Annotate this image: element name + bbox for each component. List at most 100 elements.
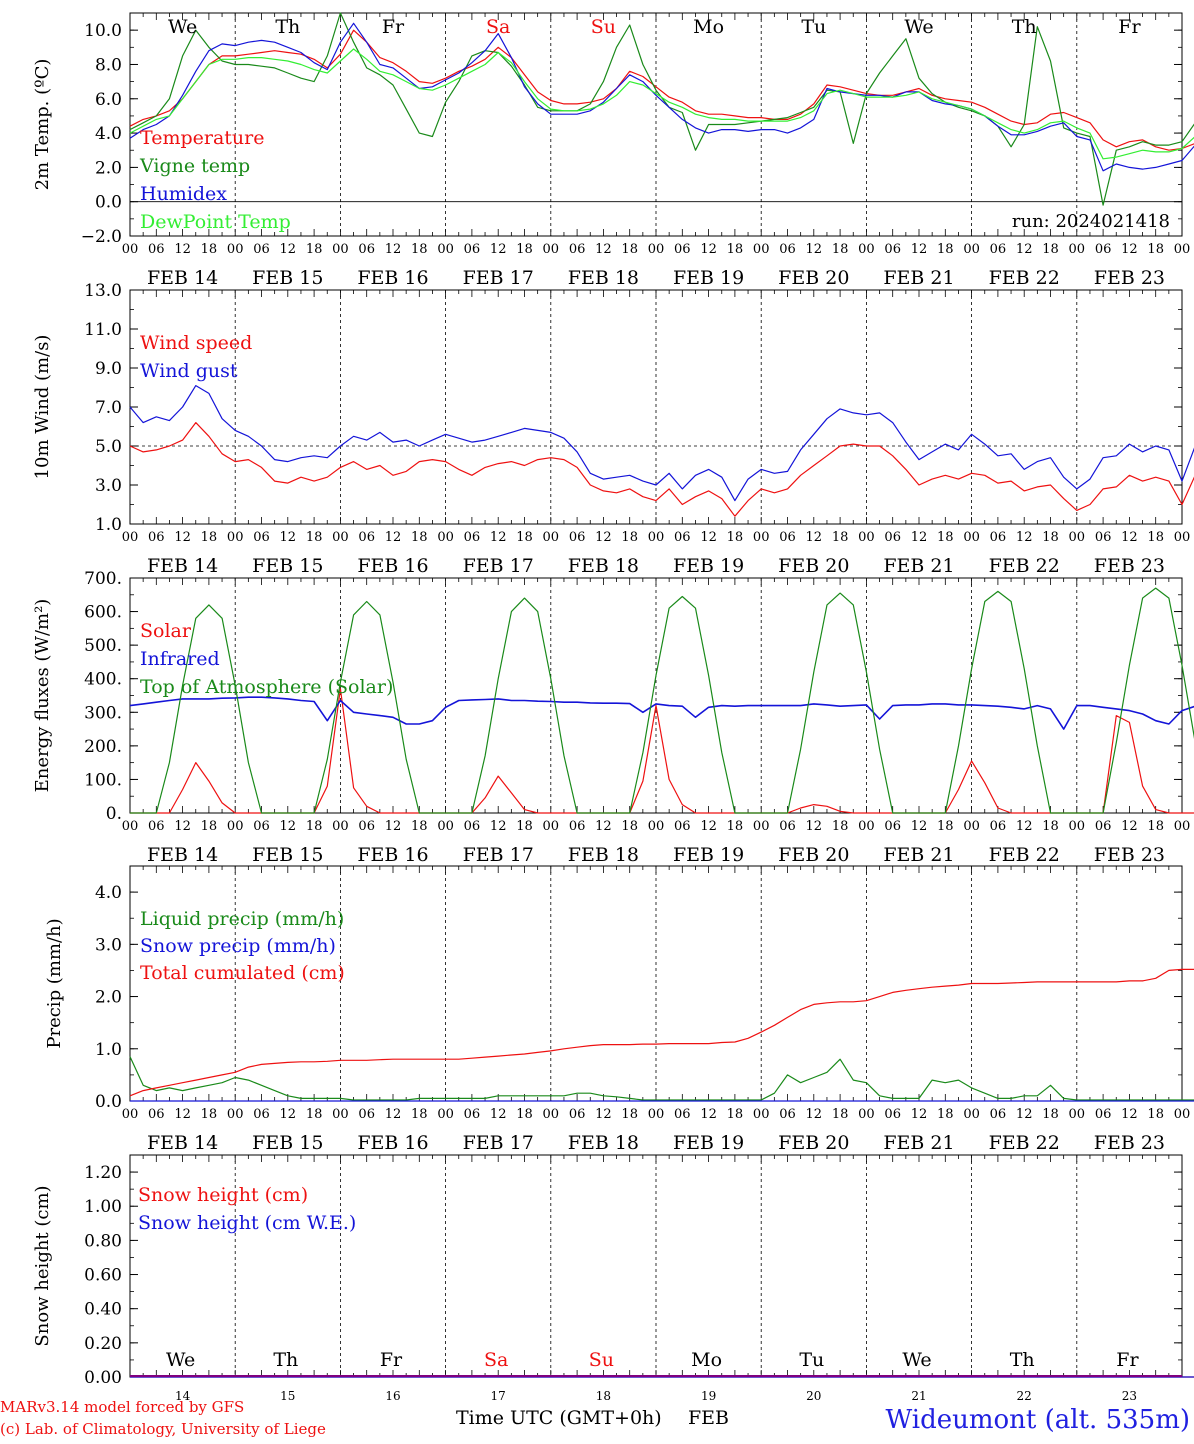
y-axis-label: 10m Wind (m/s)	[32, 335, 53, 480]
hour-tick-label: 18	[1147, 242, 1164, 257]
date-label: FEB 18	[568, 555, 639, 577]
hour-tick-label: 18	[411, 242, 428, 257]
hour-tick-label: 18	[201, 242, 218, 257]
hour-tick-label: 06	[674, 530, 691, 545]
weekday-label: Mo	[693, 16, 724, 38]
hour-tick-label: 00	[437, 530, 454, 545]
legend-entry: Humidex	[140, 183, 227, 205]
date-label: FEB 18	[568, 267, 639, 289]
date-label: FEB 22	[989, 267, 1060, 289]
legend-entry: Liquid precip (mm/h)	[140, 908, 344, 930]
hour-tick-label: 06	[253, 530, 270, 545]
day-number-label: 22	[1017, 1389, 1032, 1403]
hour-tick-label: 12	[1016, 242, 1033, 257]
day-number-label: 16	[385, 1389, 400, 1403]
hour-tick-label: 00	[227, 1107, 244, 1122]
date-label: FEB 22	[989, 1132, 1060, 1154]
y-tick-label: 2.0	[95, 158, 122, 178]
hour-tick-label: 06	[884, 1107, 901, 1122]
y-tick-label: 4.0	[95, 883, 122, 903]
date-label: FEB 23	[1094, 555, 1165, 577]
hour-tick-label: 00	[753, 242, 770, 257]
hour-tick-label: 18	[621, 242, 638, 257]
date-label: FEB 23	[1094, 844, 1165, 866]
hour-tick-label: 18	[621, 1107, 638, 1122]
hour-tick-label: 06	[464, 1107, 481, 1122]
hour-tick-label: 18	[937, 819, 954, 834]
hour-tick-label: 12	[700, 530, 717, 545]
hour-tick-label: 00	[963, 1107, 980, 1122]
hour-tick-label: 00	[122, 530, 139, 545]
hour-tick-label: 18	[937, 1107, 954, 1122]
y-tick-label: 11.0	[84, 320, 122, 340]
y-tick-label: 10.0	[84, 21, 122, 41]
y-tick-label: 0.0	[95, 1092, 122, 1112]
hour-tick-label: 12	[280, 819, 297, 834]
hour-tick-label: 06	[779, 530, 796, 545]
y-tick-label: 13.0	[84, 281, 122, 301]
hour-tick-label: 18	[937, 530, 954, 545]
y-axis-label: Precip (mm/h)	[44, 918, 65, 1048]
legend-entry: Vigne temp	[139, 155, 250, 177]
date-label: FEB 21	[883, 844, 954, 866]
hour-tick-label: 18	[306, 530, 323, 545]
hour-tick-label: 06	[990, 242, 1007, 257]
day-number-label: 21	[911, 1389, 926, 1403]
y-tick-label: 3.0	[95, 476, 122, 496]
date-label: FEB 16	[357, 1132, 428, 1154]
hour-tick-label: 06	[358, 1107, 375, 1122]
date-label: FEB 17	[463, 844, 534, 866]
weekday-label: We	[166, 1349, 195, 1371]
hour-tick-label: 06	[674, 242, 691, 257]
date-label: FEB 21	[883, 267, 954, 289]
series-line-vigne-temp	[129, 12, 1194, 206]
hour-tick-label: 06	[253, 1107, 270, 1122]
series-line-temperature	[129, 29, 1194, 151]
hour-tick-label: 00	[332, 1107, 349, 1122]
series-line-solar	[130, 688, 1194, 814]
date-label: FEB 18	[568, 844, 639, 866]
date-label: FEB 15	[252, 1132, 323, 1154]
hour-tick-label: 18	[306, 242, 323, 257]
panel-2: 13.0 11.0 9.0 7.0 5.0 3.0 1.0 10m Wind (m/s) 00 0…	[32, 281, 1194, 577]
hour-tick-label: 00	[1069, 530, 1086, 545]
hour-tick-label: 18	[832, 1107, 849, 1122]
month-label: FEB	[688, 1407, 729, 1429]
y-tick-label: −2.0	[81, 227, 122, 247]
hour-tick-label: 00	[437, 1107, 454, 1122]
hour-tick-label: 18	[832, 819, 849, 834]
hour-tick-label: 06	[779, 1107, 796, 1122]
hour-tick-label: 12	[174, 530, 191, 545]
hour-tick-label: 12	[700, 1107, 717, 1122]
weekday-label: We	[902, 1349, 931, 1371]
y-tick-label: 2.0	[95, 988, 122, 1008]
hour-tick-label: 00	[122, 819, 139, 834]
y-axis-label: 2m Temp. (ºC)	[32, 59, 53, 191]
hour-tick-label: 00	[332, 242, 349, 257]
day-number-label: 19	[701, 1389, 716, 1403]
hour-tick-label: 18	[411, 819, 428, 834]
y-tick-label: 4.0	[95, 124, 122, 144]
series-line-dewpoint-temp	[129, 48, 1194, 160]
legend-entry: Total cumulated (cm)	[140, 962, 345, 984]
y-tick-label: 1.0	[95, 515, 122, 535]
hour-tick-label: 00	[963, 819, 980, 834]
y-tick-label: 200.	[84, 737, 122, 757]
hour-tick-label: 18	[516, 1107, 533, 1122]
hour-tick-label: 12	[911, 1107, 928, 1122]
weekday-label: Su	[589, 1349, 614, 1371]
series-line-snow-precip-mm-h	[130, 1100, 1194, 1102]
hour-tick-label: 12	[1016, 530, 1033, 545]
hour-tick-label: 18	[1147, 530, 1164, 545]
date-label: FEB 20	[778, 1132, 849, 1154]
date-label: FEB 20	[778, 267, 849, 289]
hour-tick-label: 06	[253, 242, 270, 257]
hour-tick-label: 06	[884, 242, 901, 257]
panel-3: 700. 600. 500. 400. 300. 200. 100. 0. Energy flu…	[32, 569, 1194, 866]
hour-tick-label: 06	[674, 1107, 691, 1122]
y-tick-label: 7.0	[95, 398, 122, 418]
hour-tick-label: 12	[1121, 1107, 1138, 1122]
hour-tick-label: 06	[569, 819, 586, 834]
date-label: FEB 16	[357, 555, 428, 577]
